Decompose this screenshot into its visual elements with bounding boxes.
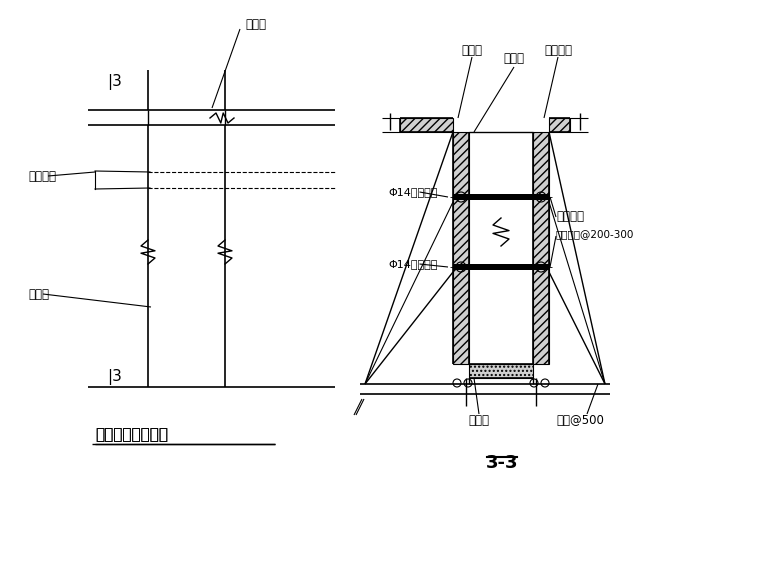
Text: 加固方木@200-300: 加固方木@200-300 xyxy=(556,229,635,239)
Bar xyxy=(453,264,549,270)
Text: |3: |3 xyxy=(107,74,122,90)
Bar xyxy=(549,118,570,132)
Bar xyxy=(533,132,549,364)
Text: 梁侧模: 梁侧模 xyxy=(503,52,524,65)
Text: 梁侧模板: 梁侧模板 xyxy=(556,211,584,224)
Text: 梁侧模板: 梁侧模板 xyxy=(28,170,56,183)
Text: 梁板交接处模板图: 梁板交接处模板图 xyxy=(95,427,168,442)
Bar xyxy=(453,132,469,364)
Text: 楼模板: 楼模板 xyxy=(461,44,483,57)
Bar xyxy=(400,118,453,132)
Text: 销筋@500: 销筋@500 xyxy=(556,414,604,427)
Bar xyxy=(469,364,533,378)
Text: 加固方木: 加固方木 xyxy=(544,44,572,57)
Text: 楼模板: 楼模板 xyxy=(245,19,266,31)
Text: Φ14对拉螺全: Φ14对拉螺全 xyxy=(388,187,437,197)
Text: 梁底模: 梁底模 xyxy=(468,414,489,427)
Text: Φ14对拉螺全: Φ14对拉螺全 xyxy=(388,259,437,269)
Bar xyxy=(453,194,549,200)
Text: |3: |3 xyxy=(107,369,122,385)
Text: 梁板交接处模板图: 梁板交接处模板图 xyxy=(95,427,168,442)
Text: 楼模板: 楼模板 xyxy=(28,288,49,301)
Text: 3-3: 3-3 xyxy=(486,454,518,472)
